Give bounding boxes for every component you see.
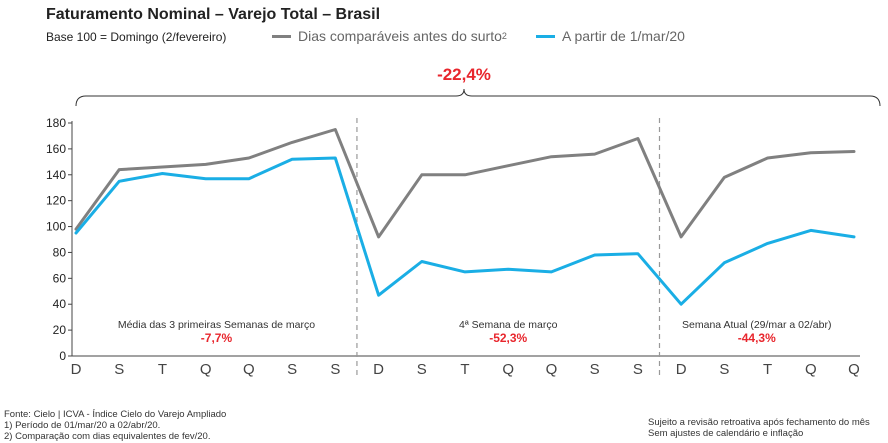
x-tick-label: Q — [243, 361, 255, 378]
x-tick-label: T — [460, 361, 469, 378]
legend-swatch-blue — [536, 34, 555, 38]
x-tick-label: T — [158, 361, 167, 378]
disclaimer-adjustments: Sem ajustes de calendário e inflação — [648, 428, 804, 439]
x-tick-label: D — [676, 361, 687, 378]
x-tick-label: Q — [848, 361, 860, 378]
footer-disclaimer: Sujeito a revisão retroativa após fecham… — [648, 417, 870, 439]
chart-series — [74, 128, 856, 306]
y-tick-label: 40 — [53, 297, 67, 311]
x-tick-label: S — [633, 361, 643, 378]
legend-swatch-gray — [272, 34, 291, 38]
y-tick-label: 20 — [53, 323, 67, 337]
x-tick-label: Q — [805, 361, 817, 378]
legend-footnote-mark: 2 — [501, 31, 507, 41]
x-tick-label: S — [417, 361, 427, 378]
x-tick-label: Q — [200, 361, 212, 378]
week-separators — [356, 118, 661, 378]
chart-labels: Média das 3 primeiras Semanas de março-7… — [118, 319, 832, 345]
overall-brace-path — [75, 88, 881, 107]
segment-change-value: -44,3% — [738, 331, 776, 345]
footnote-1: 1) Período de 01/mar/20 a 02/abr/20. — [4, 420, 161, 431]
disclaimer-revision: Sujeito a revisão retroativa após fecham… — [648, 417, 870, 428]
x-tick-label: S — [719, 361, 729, 378]
footnote-2: 2) Comparação com dias equivalentes de f… — [4, 431, 211, 442]
series-line-1 — [74, 128, 856, 239]
segment-change-value: -52,3% — [489, 331, 527, 345]
segment-label: Semana Atual (29/mar a 02/abr) — [682, 319, 831, 331]
series-line-2 — [74, 156, 856, 306]
overall-brace: -22,4% — [75, 65, 881, 107]
footer-notes: Fonte: Cielo | ICVA - Índice Cielo do Va… — [4, 409, 226, 442]
x-tick-label: S — [114, 361, 124, 378]
overall-change-value: -22,4% — [437, 65, 491, 84]
y-tick-label: 120 — [46, 194, 66, 208]
y-tick-label: 160 — [46, 142, 66, 156]
y-tick-label: 60 — [53, 271, 67, 285]
base-note: Base 100 = Domingo (2/fevereiro) — [46, 30, 227, 44]
legend-item-from-march: A partir de 1/mar/20 — [536, 28, 685, 44]
legend-label-from-march: A partir de 1/mar/20 — [562, 28, 685, 44]
source-note: Fonte: Cielo | ICVA - Índice Cielo do Va… — [4, 409, 227, 420]
legend-label-before-outbreak: Dias comparáveis antes do surto — [298, 28, 502, 44]
chart-axes: 0 20 40 60 80 100 120 140 160 180 D S T Q Q S S D S T Q Q S S D S… — [46, 116, 860, 378]
x-tick-label: S — [287, 361, 297, 378]
segment-change-value: -7,7% — [201, 331, 233, 345]
y-tick-label: 180 — [46, 116, 66, 130]
y-tick-label: 0 — [59, 349, 66, 363]
y-tick-label: 80 — [53, 245, 67, 259]
segment-label: Média das 3 primeiras Semanas de março — [118, 319, 315, 331]
x-tick-label: T — [763, 361, 772, 378]
chart-title: Faturamento Nominal – Varejo Total – Bra… — [46, 6, 381, 23]
x-tick-label: D — [373, 361, 384, 378]
y-tick-label: 140 — [46, 168, 66, 182]
segment-label: 4ª Semana de março — [459, 319, 558, 331]
x-tick-label: D — [71, 361, 82, 378]
x-tick-label: S — [330, 361, 340, 378]
legend-item-before-outbreak: Dias comparáveis antes do surto 2 — [272, 28, 507, 44]
x-tick-label: S — [590, 361, 600, 378]
x-tick-label: Q — [502, 361, 514, 378]
y-tick-label: 100 — [46, 220, 66, 234]
x-tick-label: Q — [546, 361, 558, 378]
